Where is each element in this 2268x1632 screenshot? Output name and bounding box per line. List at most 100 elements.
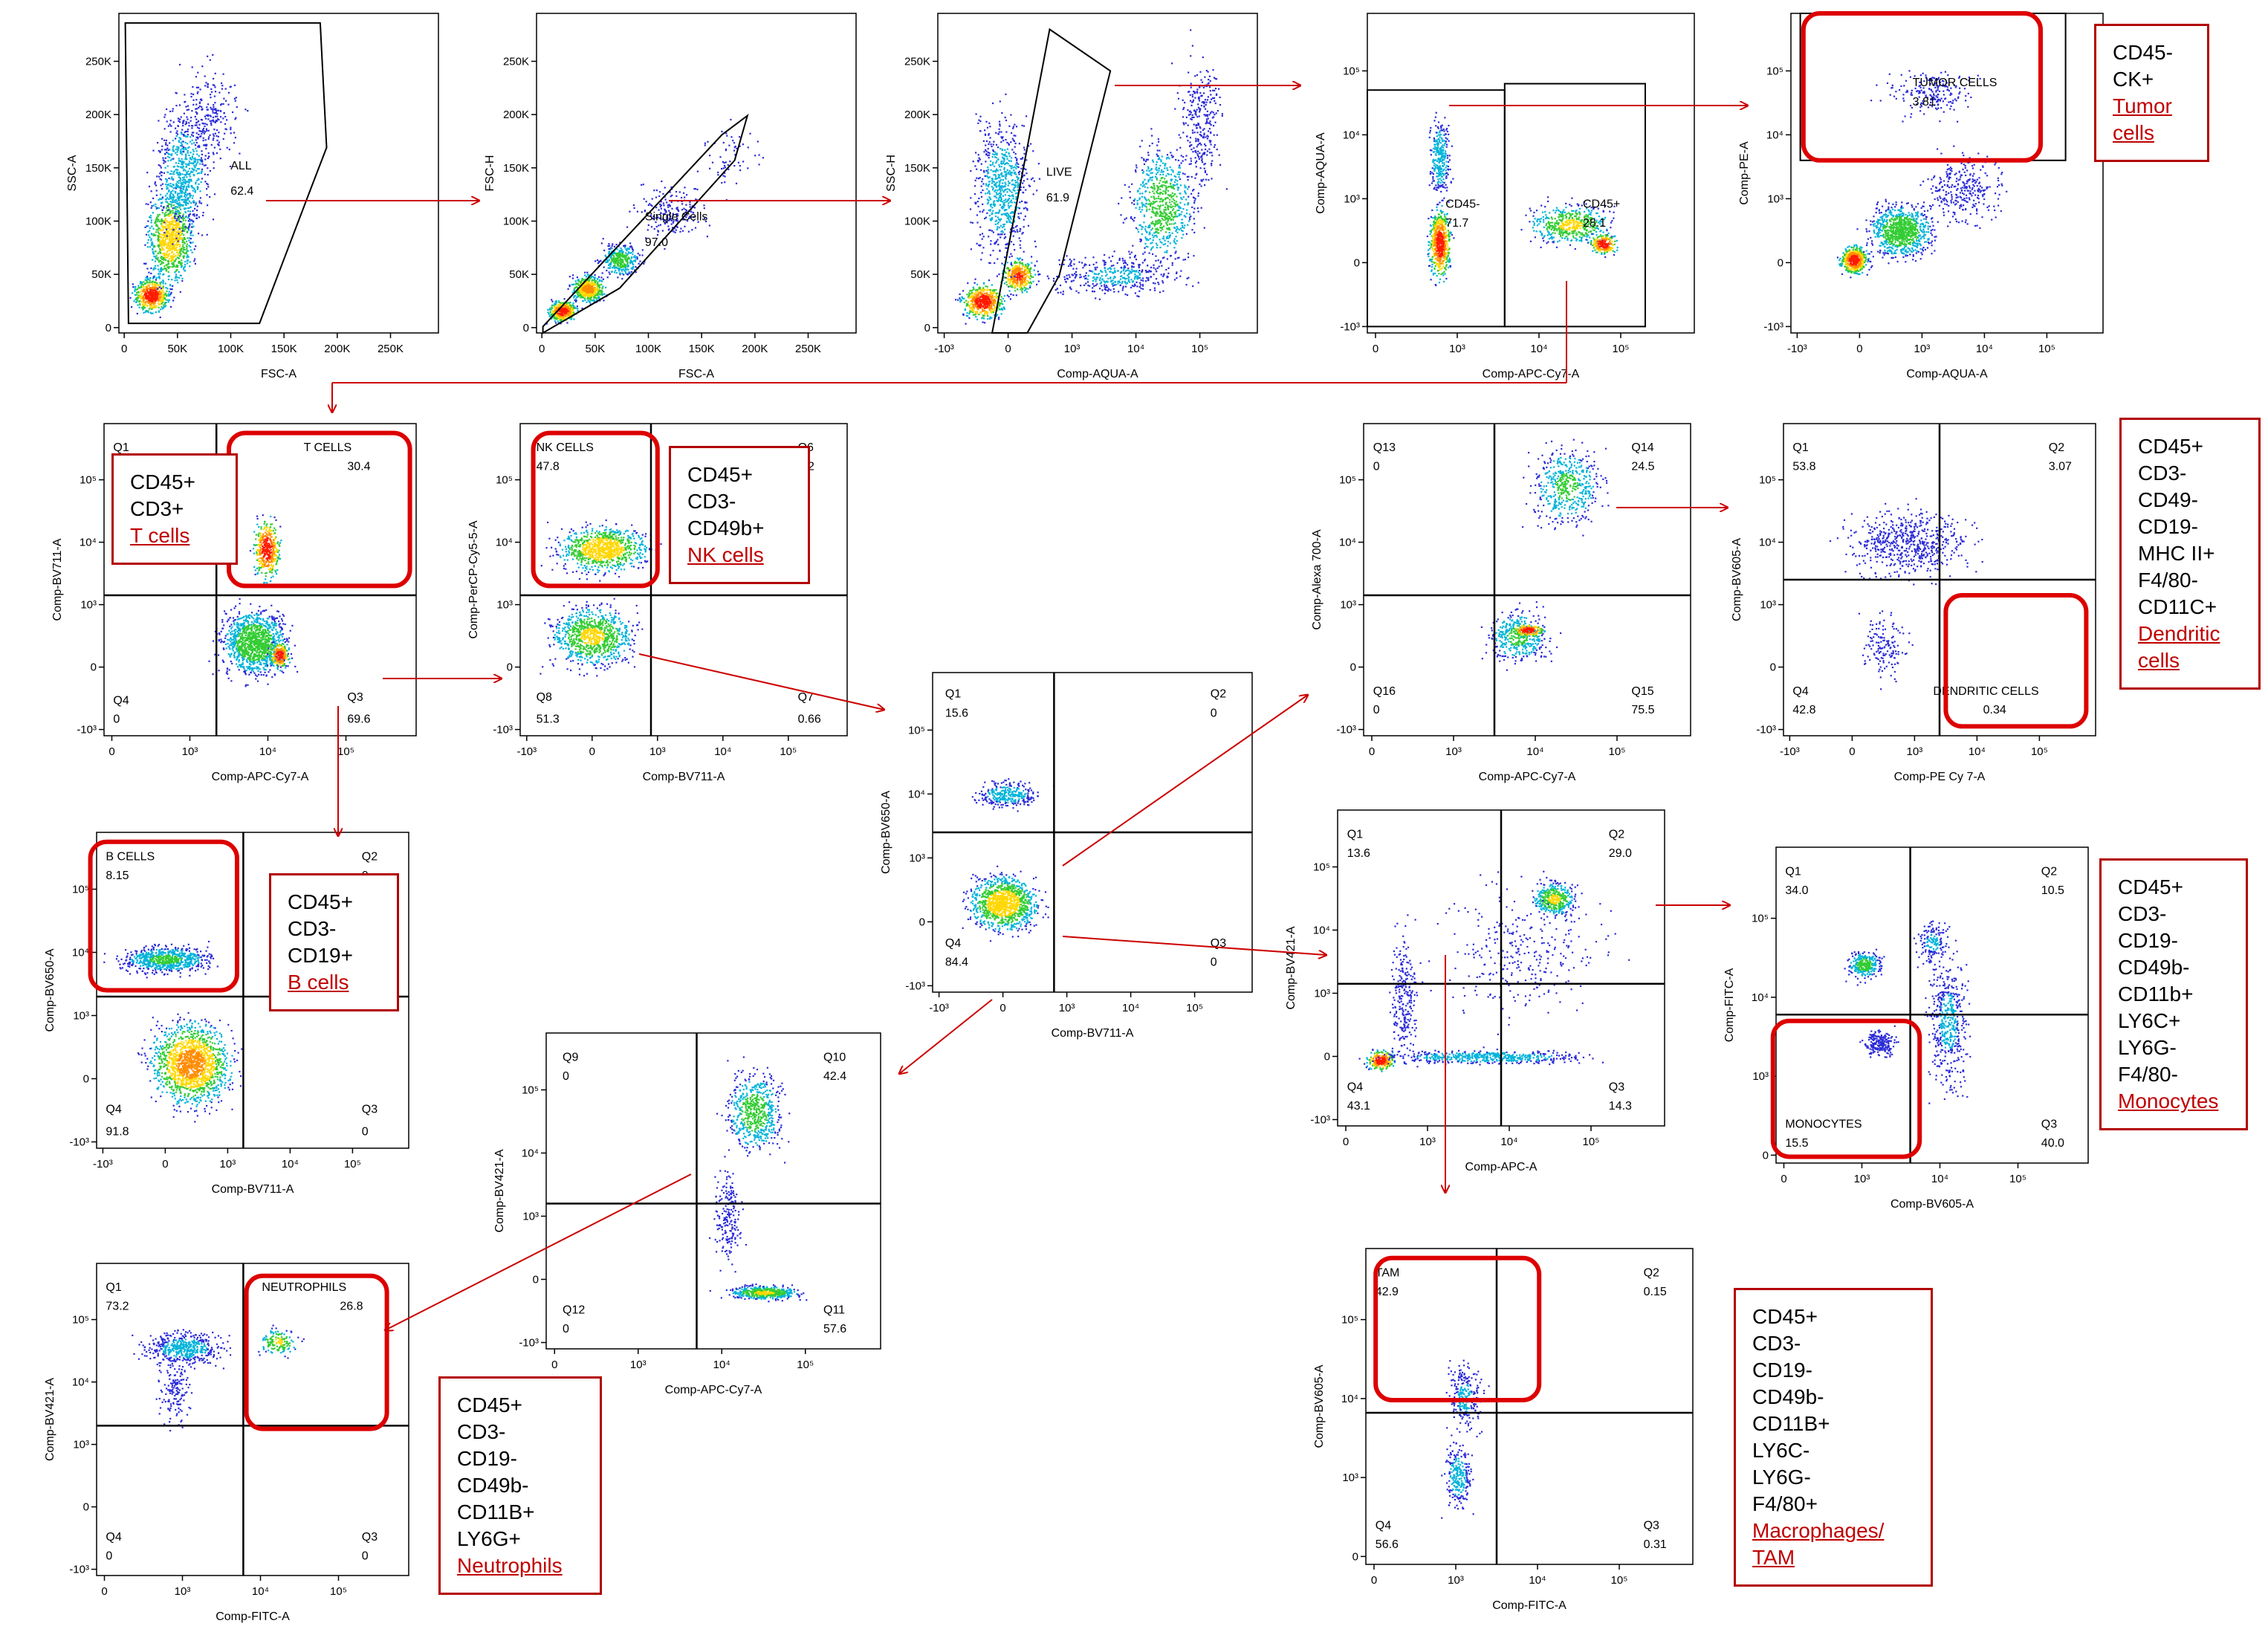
x-tick-label: 0 [1373, 343, 1378, 355]
annotation-box-tumor: CD45- CK+ Tumor cells [2094, 24, 2209, 162]
gate-name-label: DENDRITIC CELLS [1933, 685, 2038, 698]
plot-frame [1775, 846, 2089, 1164]
gate-name-label: Q2 [1609, 829, 1624, 841]
gate-name-label: Q4 [1792, 685, 1808, 698]
gate-polygon [991, 27, 1112, 334]
plot-frame [1365, 1248, 1694, 1565]
gate-percent-label: 15.6 [945, 707, 968, 719]
marker-line: CD45+ [687, 462, 791, 488]
scatter-points [1426, 111, 1619, 287]
y-tick-label: 10⁴ [1339, 537, 1356, 549]
gate-percent-label: 30.4 [347, 460, 370, 473]
x-tick-label: 10⁵ [2031, 745, 2048, 758]
gate-percent-label: 3.07 [2049, 460, 2072, 473]
x-tick-label: 250K [795, 343, 821, 355]
gate-name-label: Q13 [1373, 441, 1396, 454]
y-tick-label: 10⁵ [1313, 861, 1330, 874]
x-tick-label: 10⁵ [344, 1158, 361, 1170]
gate-name-label: Q2 [2049, 441, 2064, 454]
y-tick-label: 250K [85, 56, 111, 68]
gate-name-label: Q1 [113, 441, 129, 454]
plot-frame [937, 13, 1258, 334]
x-tick-label: 200K [742, 343, 768, 355]
y-tick-label: 200K [85, 109, 111, 121]
gate-percent-label: 10.5 [2041, 884, 2064, 897]
y-tick-label: 10³ [1760, 599, 1776, 612]
scatter-points [208, 514, 299, 687]
x-tick-label: -10³ [1780, 745, 1800, 758]
marker-line: CD45- [2113, 39, 2191, 66]
cell-type-label: Dendritic [2138, 621, 2242, 647]
x-tick-label: 10⁴ [714, 745, 731, 758]
gate-percent-label: 43.1 [1347, 1100, 1370, 1113]
gate-percent-label: 42.8 [1792, 704, 1815, 716]
x-axis-label: Comp-APC-Cy7-A [665, 1384, 762, 1396]
x-tick-label: 0 [1343, 1136, 1349, 1148]
cell-type-label: Tumor [2113, 93, 2191, 120]
y-tick-label: -10³ [905, 979, 925, 992]
marker-line: CD45+ [130, 469, 219, 496]
x-tick-label: 10⁴ [1122, 1002, 1139, 1014]
gate-percent-label: 0 [1211, 707, 1217, 719]
x-tick-label: 10⁵ [330, 1585, 347, 1598]
gate-percent-label: 0 [362, 1550, 369, 1562]
plot-frame [545, 1032, 881, 1350]
x-tick-label: 10⁴ [1969, 745, 1986, 758]
y-tick-label: 0 [507, 661, 513, 674]
marker-line: F4/80- [2118, 1061, 2229, 1088]
gate-highlight [88, 839, 239, 993]
y-tick-label: -10³ [1756, 724, 1776, 736]
gate-name-label: Q2 [1211, 688, 1226, 701]
x-tick-label: 0 [1005, 343, 1011, 355]
marker-line: CD3- [288, 916, 380, 942]
x-tick-label: 250K [378, 343, 404, 355]
marker-line: CD3- [1752, 1330, 1914, 1357]
y-tick-label: 0 [924, 322, 930, 334]
x-tick-label: 0 [1849, 745, 1855, 758]
gate-name-label: Q16 [1373, 685, 1396, 698]
plot-p13: Q1 34.0 Q2 10.5 MONOCYTES 15.5 Q3 40.0 0 10³ 10⁴ 10… [1723, 846, 2089, 1211]
annotation-box-bcells: CD45+ CD3- CD19+ B cells [269, 873, 399, 1011]
gate-name-label: Q1 [1347, 829, 1363, 841]
y-tick-label: 10⁴ [522, 1147, 539, 1160]
x-tick-label: 10⁴ [1529, 1574, 1546, 1587]
gate-name-label: TUMOR CELLS [1913, 77, 1998, 89]
scatter-points [1844, 920, 1971, 1104]
plot-p5: TUMOR CELLS 3.81 -10³ 0 10³ 10⁴ 10⁵ -10³ 0 10³ 10⁴… [1738, 13, 2104, 381]
y-tick-label: 150K [503, 162, 529, 175]
scatter-points [132, 1324, 305, 1432]
x-tick-label: 10⁵ [1186, 1002, 1203, 1014]
x-tick-label: 0 [1856, 343, 1862, 355]
marker-line: CD49b- [2118, 954, 2229, 981]
x-tick-label: 200K [324, 343, 350, 355]
x-tick-label: 10³ [220, 1158, 236, 1170]
y-tick-label: 10⁴ [1766, 129, 1783, 141]
y-tick-label: 10⁵ [1752, 913, 1769, 925]
x-tick-label: 10⁴ [1526, 745, 1543, 758]
marker-line: CD19+ [288, 942, 380, 969]
y-tick-label: 0 [533, 1274, 539, 1286]
cell-type-label: B cells [288, 969, 380, 996]
y-tick-label: 0 [1770, 661, 1776, 674]
gate-name-label: Q3 [1609, 1081, 1624, 1094]
gate-percent-label: 0 [362, 1125, 369, 1138]
gate-percent-label: 3.81 [1913, 96, 1936, 109]
cell-type-label: Neutrophils [457, 1552, 583, 1579]
plot-p9: Q13 0 Q14 24.5 Q16 0 Q15 75.5 0 10³ 10⁴ 10⁵ -10³ 0 10³… [1311, 423, 1691, 783]
x-tick-label: 10⁴ [252, 1585, 269, 1598]
scatter-points [1480, 438, 1610, 671]
scatter-points [1441, 1359, 1490, 1519]
x-tick-label: 0 [1369, 745, 1375, 758]
gate-name-label: Q3 [362, 1104, 378, 1116]
y-axis-label: Comp-Alexa 700-A [1311, 529, 1323, 630]
y-tick-label: -10³ [69, 1564, 89, 1576]
x-tick-label: 0 [121, 343, 127, 355]
y-tick-label: 50K [509, 268, 529, 281]
x-tick-label: 10⁴ [282, 1158, 299, 1170]
x-tick-label: 10⁴ [1530, 343, 1547, 355]
x-tick-label: 0 [1371, 1574, 1377, 1587]
x-tick-label: 10⁴ [713, 1359, 730, 1371]
plot-p1: ALL 62.4 0 50K 100K 150K 200K 250K 0 50K 100K 150K 2… [66, 13, 439, 381]
annotation-box-macrophages: CD45+ CD3- CD19- CD49b- CD11B+ LY6C- LY6G- F4/8… [1734, 1288, 1933, 1587]
x-tick-label: 10⁵ [1613, 343, 1630, 355]
